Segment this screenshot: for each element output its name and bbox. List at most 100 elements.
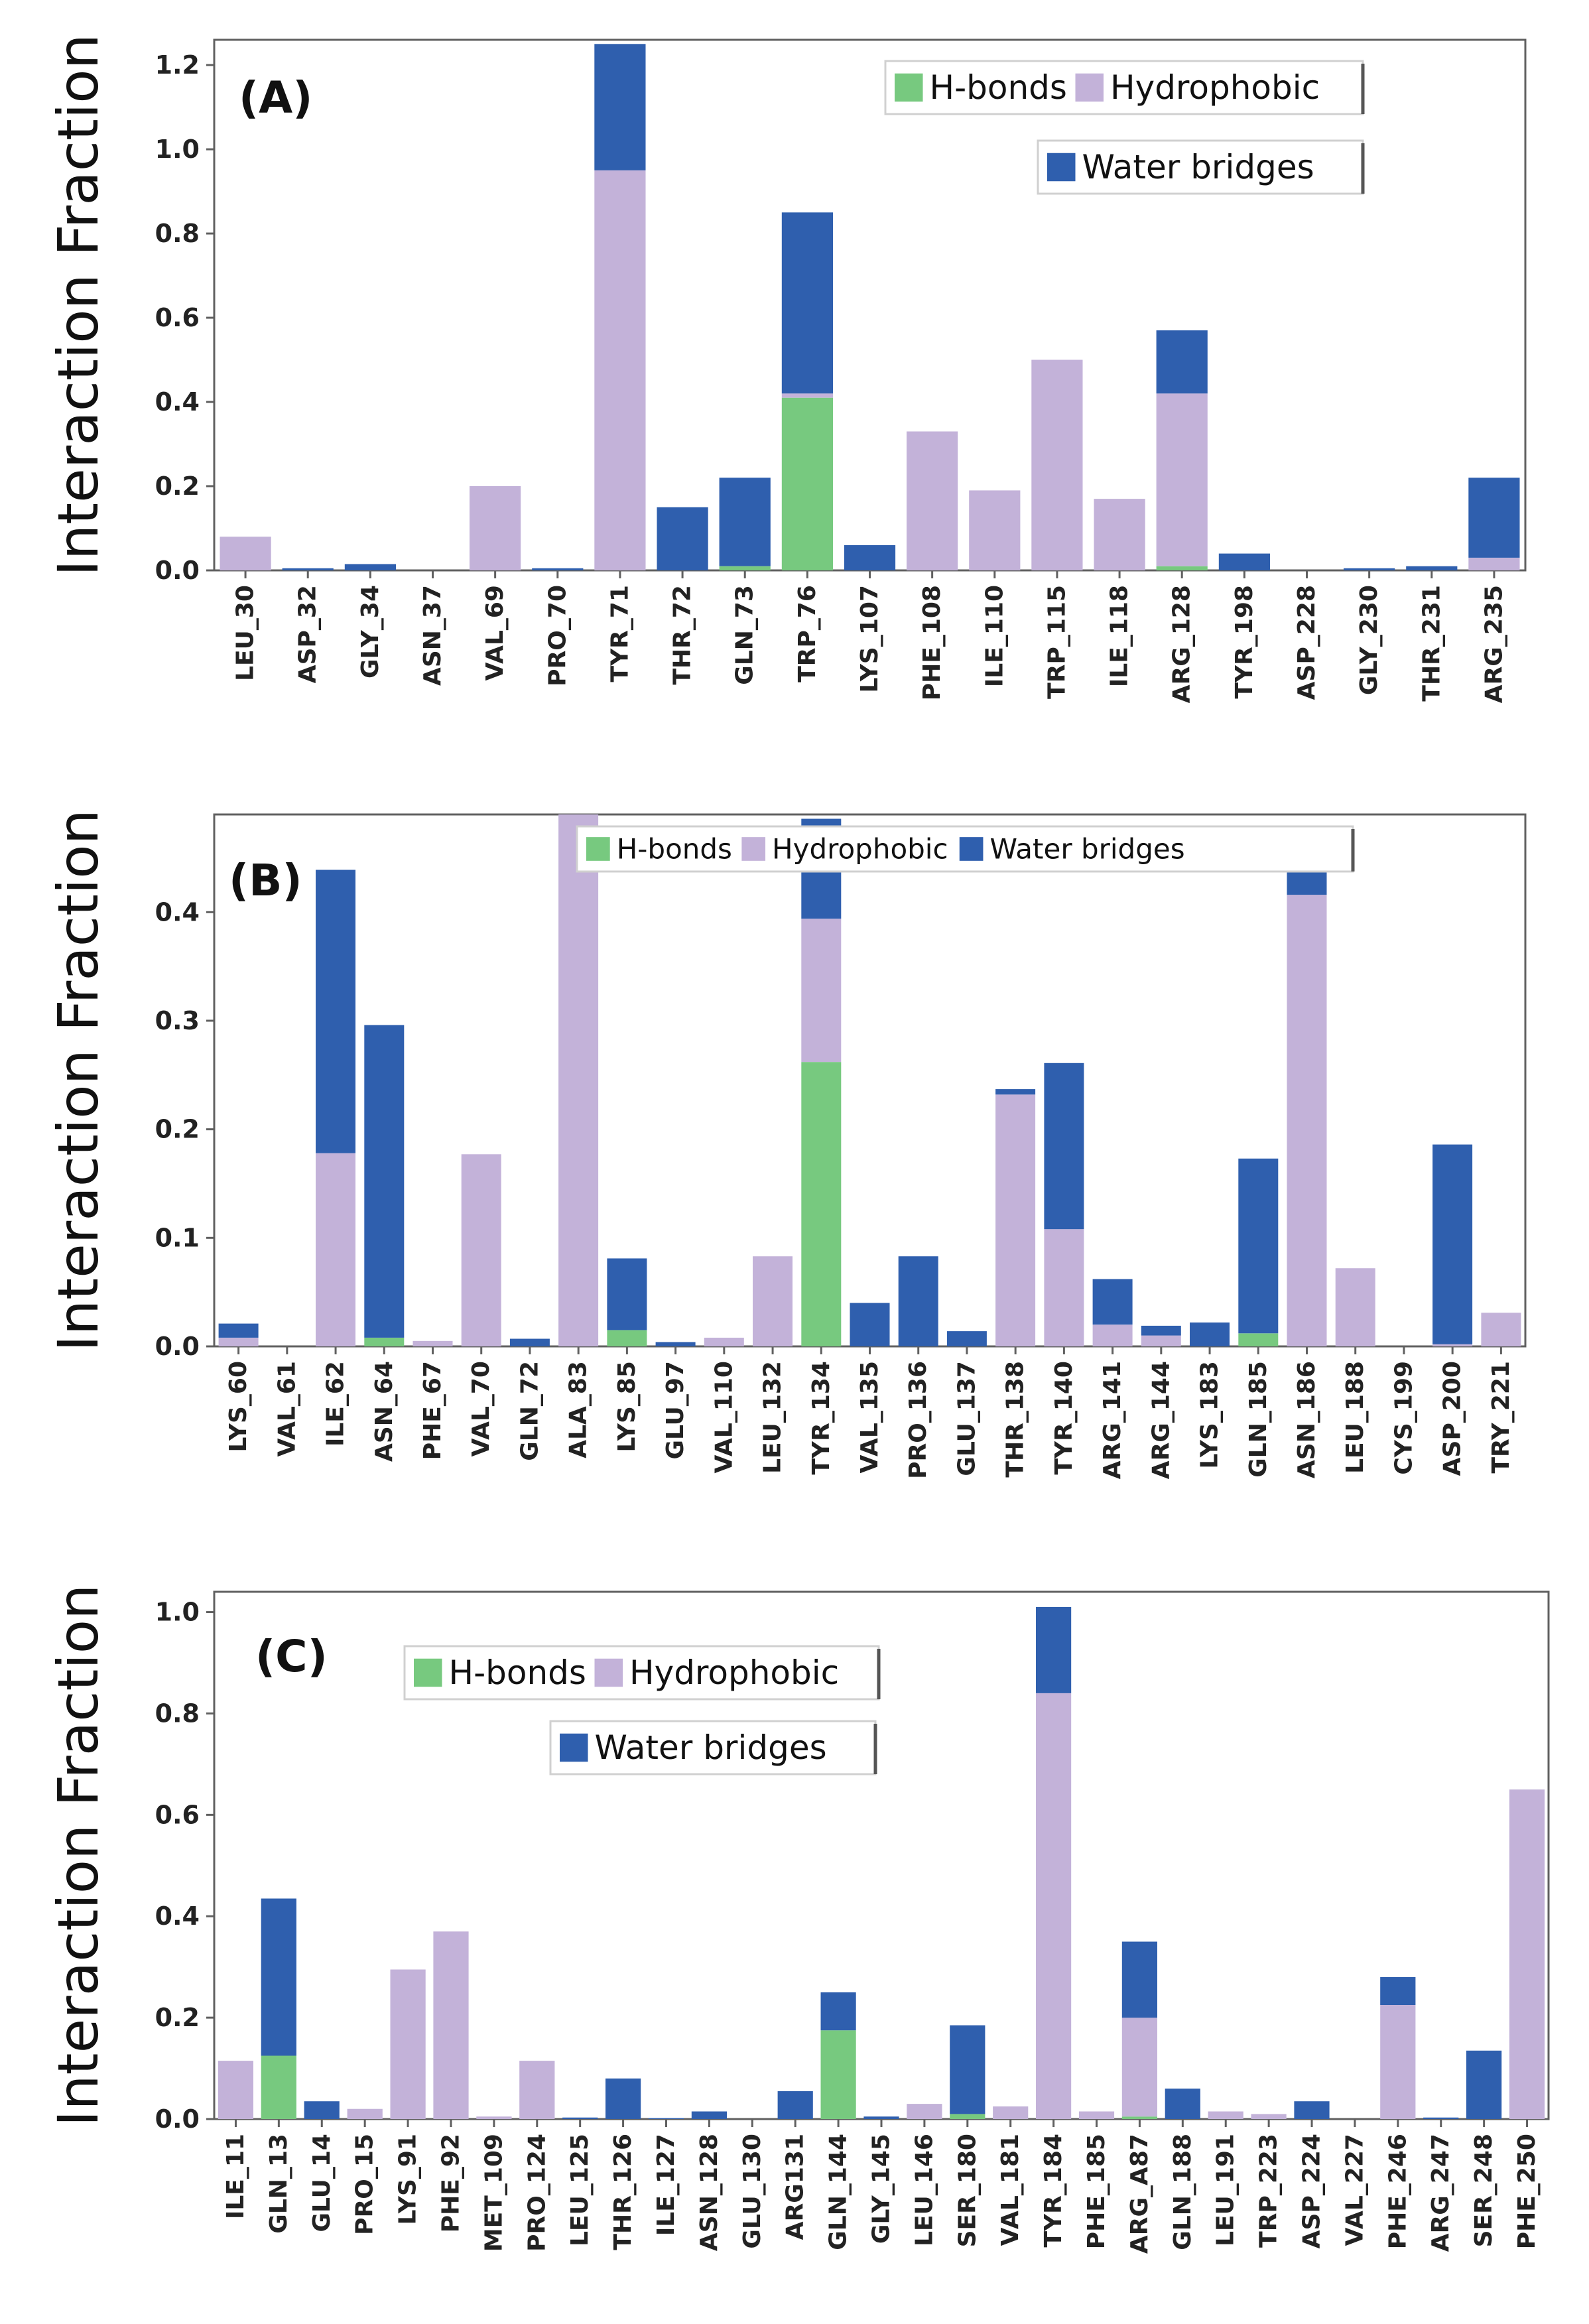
bar-hydrophobic-arg_128 (1156, 393, 1208, 566)
legend-frame (549, 1720, 877, 1775)
bar-hydrophobic-tyr_140 (1044, 1229, 1084, 1346)
bar-water-bridges-asn_64 (364, 1025, 405, 1338)
bar-h-bonds-tyr_134 (801, 1062, 842, 1346)
panel-label: (B) (229, 855, 302, 906)
x-tick-label: LYS_107 (856, 585, 883, 692)
bar-water-bridges-gly_230 (1344, 568, 1395, 570)
bar-water-bridges-pro_70 (532, 568, 584, 570)
legend: H-bonds Hydrophobic Water bridges (576, 825, 1355, 873)
y-tick-label: 0.0 (155, 1332, 200, 1361)
bar-h-bonds-arg_128 (1156, 566, 1208, 570)
bar-h-bonds-asn_64 (364, 1337, 405, 1346)
bar-h-bonds-arg_a87 (1121, 2116, 1157, 2119)
bar-hydrophobic-asp_200 (1432, 1344, 1473, 1346)
x-tick-label: PRO_15 (351, 2134, 379, 2235)
x-tick-label: TYR_184 (1040, 2134, 1067, 2248)
y-tick-label: 0.8 (155, 219, 200, 248)
x-tick-label: ILE_118 (1106, 585, 1133, 687)
bar-hydrophobic-leu_146 (907, 2104, 942, 2119)
legend-swatch-water-bridges (1047, 153, 1076, 182)
x-tick-label: ASN_37 (419, 585, 446, 686)
bar-water-bridges-thr_72 (657, 507, 708, 570)
bar-water-bridges-lys_60 (218, 1323, 259, 1338)
bar-h-bonds-gln_73 (719, 566, 771, 570)
bar-hydrophobic-lys_91 (390, 1969, 426, 2119)
bar-water-bridges-pro_136 (898, 1256, 938, 1346)
x-tick-label: TYR_134 (808, 1361, 835, 1475)
bar-water-bridges-arg_247 (1423, 2117, 1459, 2119)
x-tick-label: THR_72 (669, 585, 696, 685)
legend-frame (403, 1645, 880, 1701)
bar-hydrophobic-tyr_184 (1036, 1693, 1072, 2119)
bar-h-bonds-lys_85 (607, 1330, 647, 1346)
x-tick-label: ASP_228 (1293, 585, 1320, 700)
x-tick-label: LYS_183 (1196, 1361, 1224, 1468)
legend-label: H-bonds (617, 833, 732, 866)
bar-water-bridges-arg_235 (1468, 478, 1520, 558)
x-tick-label: ILE_127 (653, 2134, 680, 2236)
x-tick-label: ARG_A87 (1126, 2134, 1153, 2254)
bar-hydrophobic-thr_138 (995, 1094, 1036, 1346)
panel-b: LYS_60 VAL_61 ILE_62 ASN_64 PHE_67 VAL_70 GLN_… (46, 809, 1527, 1479)
x-tick-label: VAL_181 (997, 2134, 1024, 2246)
bar-hydrophobic-leu_132 (753, 1256, 793, 1346)
x-tick-label: LEU_30 (232, 585, 259, 681)
x-tick-label: ASP_32 (294, 585, 322, 683)
x-tick-label: LEU_146 (911, 2134, 938, 2246)
legend-label: Water bridges (1082, 148, 1314, 186)
x-tick-label: GLU_97 (662, 1361, 689, 1460)
x-tick-label: LYS_91 (395, 2134, 422, 2225)
x-tick-label: GLN_72 (516, 1361, 543, 1461)
bar-hydrophobic-trp_76 (781, 393, 833, 398)
bar-water-bridges-glu_137 (946, 1331, 987, 1346)
legend-label: Hydrophobic (772, 833, 948, 866)
y-tick-label: 0.4 (155, 897, 200, 927)
legend: H-bonds Hydrophobic (884, 60, 1365, 115)
x-tick-label: ARG_235 (1480, 585, 1507, 703)
bar-water-bridges-arg_128 (1156, 330, 1208, 394)
bar-water-bridges-ser_180 (950, 2025, 985, 2114)
bar-hydrophobic-tyr_71 (594, 170, 646, 570)
bar-hydrophobic-ile_110 (969, 490, 1021, 570)
x-tick-label: GLN_73 (731, 585, 759, 685)
x-tick-label: CYS_199 (1390, 1361, 1417, 1475)
bar-water-bridges-gln_188 (1165, 2089, 1200, 2119)
bar-water-bridges-gln_73 (719, 478, 771, 566)
bar-hydrophobic-arg_144 (1141, 1335, 1181, 1346)
y-tick-label: 0.2 (155, 1115, 200, 1144)
x-tick-label: ARG_141 (1099, 1361, 1126, 1479)
legend-swatch-h-bonds (895, 73, 923, 102)
x-tick-label: VAL_110 (710, 1361, 737, 1473)
x-tick-label: ILE_110 (981, 585, 1008, 687)
legend-label: Hydrophobic (629, 1653, 839, 1692)
bar-hydrophobic-pro_124 (519, 2061, 555, 2119)
legend-swatch-hydrophobic (594, 1658, 623, 1687)
x-tick-label: TRP_76 (794, 585, 821, 682)
y-tick-label: 0.2 (155, 472, 200, 501)
bar-hydrophobic-ala_83 (558, 814, 599, 1346)
x-tick-label: ASN_64 (371, 1361, 398, 1462)
legend-swatch-h-bonds (414, 1658, 442, 1687)
bar-h-bonds-trp_76 (781, 397, 833, 570)
bar-hydrophobic-phe_250 (1509, 1789, 1545, 2119)
y-tick-label: 0.1 (155, 1223, 200, 1252)
x-tick-label: VAL_227 (1341, 2134, 1368, 2246)
x-tick-label: LEU_188 (1342, 1361, 1369, 1474)
x-tick-label: LEU_125 (566, 2134, 594, 2246)
x-tick-label: VAL_61 (273, 1361, 300, 1456)
bar-water-bridges-asp_200 (1432, 1144, 1473, 1344)
panel-c: ILE_11 GLN_13 GLU_14 PRO_15 LYS_91 PHE_92 MET_… (46, 1584, 1550, 2254)
bar-hydrophobic-arg_a87 (1121, 2018, 1157, 2117)
legend-swatch-hydrophobic (1075, 73, 1104, 102)
bar-water-bridges-thr_231 (1406, 566, 1458, 570)
x-tick-label: TRP_115 (1043, 585, 1070, 699)
bar-hydrophobic-pro_15 (347, 2108, 383, 2119)
bar-hydrophobic-leu_188 (1335, 1268, 1375, 1346)
bar-water-bridges-asn_128 (691, 2111, 727, 2119)
bar-h-bonds-ser_180 (950, 2114, 985, 2119)
x-tick-label: GLN_188 (1169, 2134, 1196, 2250)
x-tick-label: THR_231 (1418, 585, 1445, 702)
bar-hydrophobic-val_70 (461, 1154, 501, 1346)
y-tick-label: 0.2 (155, 2003, 200, 2032)
bar-hydrophobic-arg_235 (1468, 558, 1520, 570)
